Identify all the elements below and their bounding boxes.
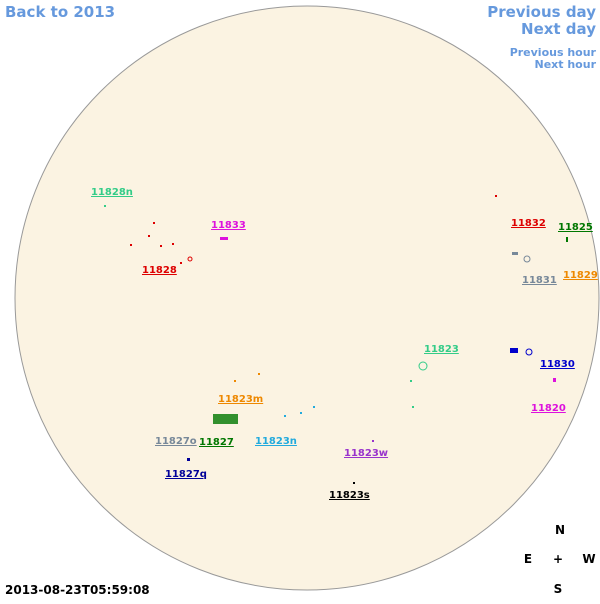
region-label[interactable]: 11823s <box>329 490 370 501</box>
spot <box>284 415 286 417</box>
region-label[interactable]: 11828n <box>91 187 133 198</box>
spot <box>148 235 150 237</box>
spot <box>512 252 518 255</box>
spot <box>172 243 174 245</box>
spot <box>187 256 193 262</box>
region-label[interactable]: 11829 <box>563 270 598 281</box>
spot <box>495 195 497 197</box>
region-label[interactable]: 11833 <box>211 220 246 231</box>
region-label[interactable]: 11820 <box>531 403 566 414</box>
region-label[interactable]: 11825 <box>558 222 593 233</box>
spot <box>523 255 531 263</box>
spot <box>313 406 315 408</box>
back-link[interactable]: Back to 2013 <box>5 3 115 21</box>
region-label[interactable]: 11823 <box>424 344 459 355</box>
next-day-link[interactable]: Next day <box>521 20 596 38</box>
region-label[interactable]: 11832 <box>511 218 546 229</box>
spot <box>234 380 236 382</box>
spot <box>525 348 533 356</box>
region-label[interactable]: 11823n <box>255 436 297 447</box>
spot <box>553 378 556 382</box>
spot <box>418 361 428 371</box>
previous-hour-link[interactable]: Previous hour <box>510 46 597 59</box>
compass: N E + W S <box>524 523 596 596</box>
region-label[interactable]: 11823m <box>218 394 263 405</box>
region-labels: 11828n 11833 11828 11832 11825 11831 118… <box>91 187 598 501</box>
compass-east: E <box>524 552 532 566</box>
region-label[interactable]: 11827o <box>155 436 197 447</box>
region-label[interactable]: 11830 <box>540 359 575 370</box>
compass-west: W <box>582 552 595 566</box>
previous-day-link[interactable]: Previous day <box>487 3 596 21</box>
next-hour-link[interactable]: Next hour <box>535 58 597 71</box>
spot <box>412 406 414 408</box>
timestamp: 2013-08-23T05:59:08 <box>5 583 150 597</box>
region-label[interactable]: 11828 <box>142 265 177 276</box>
spot <box>220 237 228 240</box>
spot <box>566 237 568 242</box>
compass-north: N <box>555 523 565 537</box>
spot <box>130 244 132 246</box>
sunspots <box>104 195 568 484</box>
spot <box>160 245 162 247</box>
region-label[interactable]: 11823w <box>344 448 388 459</box>
compass-center: + <box>553 552 563 566</box>
region-label[interactable]: 11827 <box>199 437 234 448</box>
spot <box>153 222 155 224</box>
compass-south: S <box>554 582 563 596</box>
spot <box>300 412 302 414</box>
spot <box>410 380 412 382</box>
spot <box>372 440 374 442</box>
spot <box>104 205 106 207</box>
solar-disk <box>14 5 600 591</box>
spot <box>187 458 190 461</box>
spot <box>180 262 182 264</box>
spot <box>258 373 260 375</box>
spot <box>213 414 238 424</box>
region-label[interactable]: 11831 <box>522 275 557 286</box>
spot <box>353 482 355 484</box>
region-label[interactable]: 11827q <box>165 469 207 480</box>
spot <box>510 348 518 353</box>
